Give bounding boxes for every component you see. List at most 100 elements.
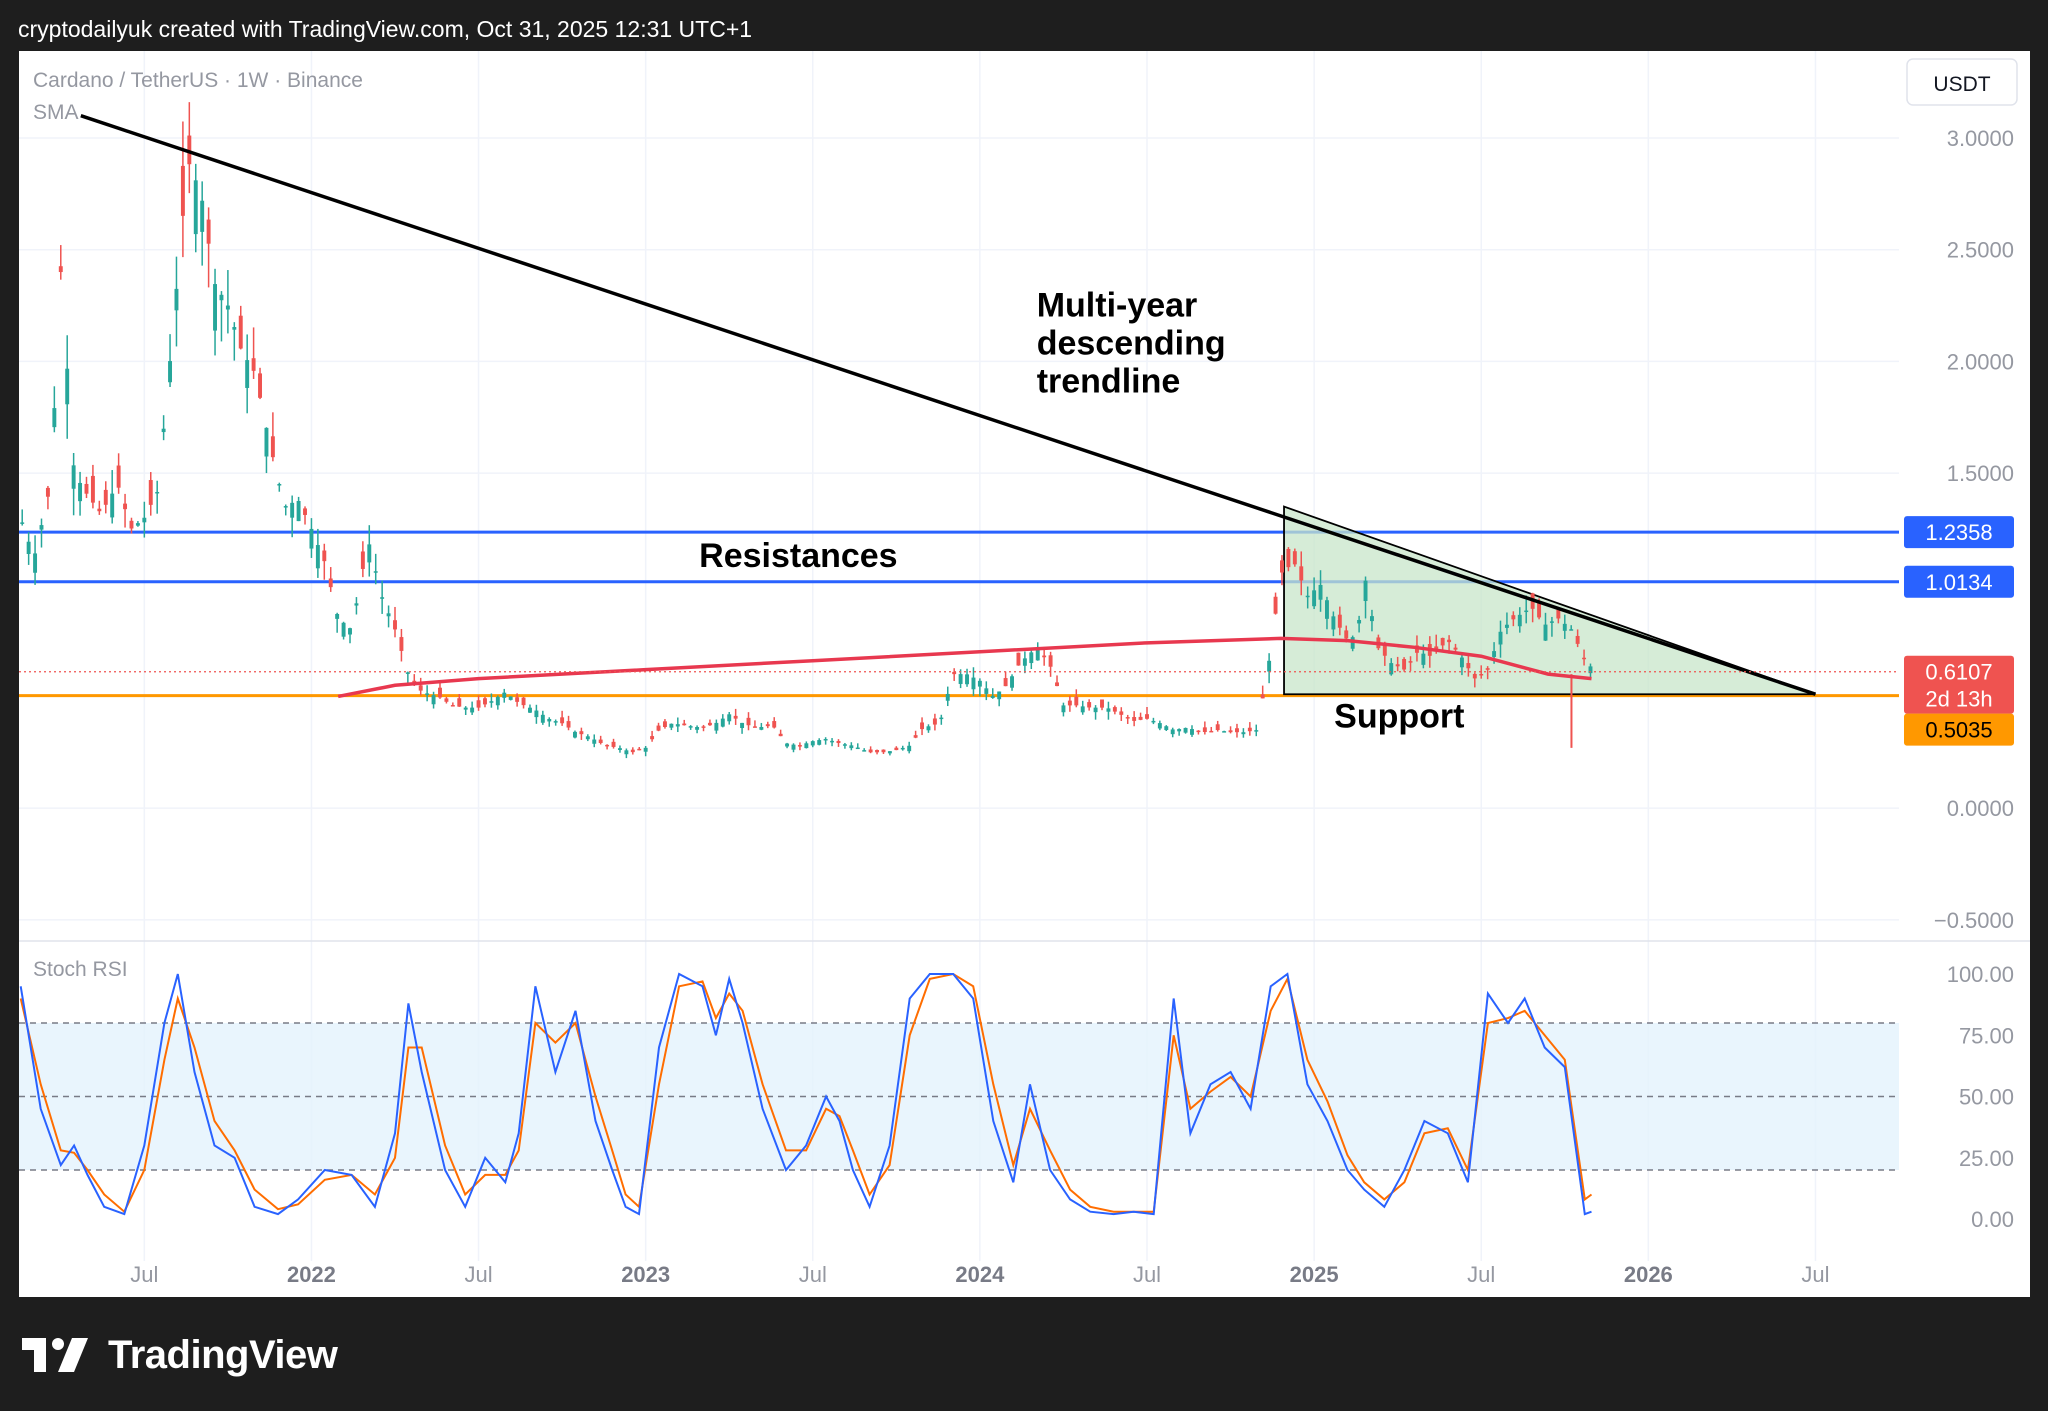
- candle-body: [1061, 705, 1066, 713]
- candle-body: [611, 741, 616, 747]
- candle-body: [1241, 732, 1246, 735]
- price-tick-label: 2.0000: [1947, 349, 2014, 374]
- candle-body: [952, 671, 957, 675]
- candle-body: [1569, 629, 1574, 631]
- candle-body: [650, 736, 655, 740]
- candle-body: [1299, 566, 1304, 581]
- price-axis[interactable]: 3.0000 2.5000 2.0000 1.5000 0.0000 −0.5000: [1934, 126, 2014, 933]
- candle-body: [1498, 631, 1503, 645]
- candle-body: [264, 427, 269, 457]
- trendline-annotation-line-2: descending: [1037, 325, 1226, 363]
- candle-body: [1067, 700, 1072, 706]
- current-price-label: 0.6107: [1925, 660, 1992, 685]
- candle-body: [945, 693, 950, 701]
- candle-body: [1344, 630, 1349, 639]
- candle-body: [116, 465, 121, 488]
- candle-body: [566, 721, 571, 728]
- candle-body: [155, 491, 160, 494]
- candle-body: [1408, 661, 1413, 663]
- candle-body: [1235, 728, 1239, 733]
- resistance-level-1-label-bg: [1904, 516, 2014, 549]
- stoch-rsi-k-line: [19, 972, 1592, 1216]
- candle-body: [1010, 676, 1014, 688]
- chart-panel[interactable]: Multi-year descending trendline Resistan…: [19, 51, 2030, 1297]
- candle-body: [1196, 730, 1201, 733]
- candle-body: [1080, 706, 1085, 713]
- candle-body: [675, 724, 680, 727]
- candle-body: [1517, 614, 1522, 627]
- tradingview-wordmark: TradingView: [108, 1332, 338, 1377]
- candle-body: [990, 695, 995, 698]
- candle-body: [515, 697, 520, 702]
- candle-body: [495, 696, 500, 706]
- price-chart[interactable]: Multi-year descending trendline Resistan…: [19, 51, 2030, 1297]
- currency-button[interactable]: USDT: [1906, 58, 2018, 106]
- candle-body: [1125, 717, 1130, 719]
- candle-body: [868, 749, 873, 753]
- candle-body: [328, 578, 333, 588]
- candle-body: [200, 200, 205, 232]
- candle-body: [1055, 682, 1059, 687]
- candle-body: [1254, 730, 1259, 732]
- candle-body: [225, 305, 230, 310]
- candle-body: [431, 695, 436, 705]
- candle-body: [1016, 652, 1021, 666]
- candle-body: [669, 723, 674, 728]
- candle-body: [219, 294, 224, 301]
- symbol-title: Cardano / TetherUS · 1W · Binance: [33, 69, 363, 92]
- candle-body: [142, 517, 147, 523]
- candle-body: [1138, 716, 1143, 720]
- candle-body: [373, 571, 378, 573]
- candle-body: [1479, 673, 1484, 676]
- candle-body: [740, 722, 745, 729]
- trendline-annotation-line-3: trendline: [1037, 363, 1181, 401]
- candle-body: [1177, 729, 1182, 732]
- candle-body: [1222, 731, 1227, 733]
- candle-body: [1267, 660, 1272, 672]
- candle-body: [1247, 727, 1252, 732]
- candle-body: [573, 731, 577, 738]
- candle-body: [258, 373, 262, 398]
- time-tick-label: Jul: [799, 1262, 827, 1287]
- tradingview-logo[interactable]: TradingView: [22, 1330, 338, 1380]
- candle-body: [804, 743, 809, 749]
- candle-body: [1466, 663, 1471, 669]
- candle-body: [733, 715, 738, 719]
- candle-body: [1106, 708, 1111, 712]
- candle-body: [862, 750, 867, 752]
- candle-body: [1318, 584, 1323, 600]
- candle-body: [528, 707, 532, 713]
- candle-body: [97, 508, 102, 512]
- time-tick-label: Jul: [464, 1262, 492, 1287]
- candle-body: [290, 502, 295, 518]
- candle-body: [1402, 659, 1407, 670]
- candle-body: [457, 698, 462, 707]
- stoch-rsi-label: Stoch RSI: [33, 958, 128, 981]
- candle-body: [206, 219, 211, 244]
- candle-body: [393, 620, 397, 630]
- resistance-level-1-label: 1.2358: [1925, 520, 1992, 545]
- candle-body: [1202, 727, 1207, 733]
- candle-body: [251, 358, 256, 371]
- time-tick-label: 2025: [1290, 1262, 1339, 1287]
- time-tick-label: Jul: [1133, 1262, 1161, 1287]
- candle-body: [836, 741, 841, 744]
- indicator-label: SMA: [33, 101, 79, 124]
- candle-body: [380, 597, 385, 599]
- candle-body: [592, 739, 597, 744]
- candle-body: [720, 718, 725, 727]
- candle-body: [547, 718, 552, 722]
- candle-body: [810, 741, 815, 746]
- candle-body: [1273, 596, 1278, 614]
- candle-body: [341, 622, 346, 637]
- stoch-rsi-pane[interactable]: Stoch RSI 100.00 75.00 50.00 25.00 0.00: [19, 958, 2014, 1232]
- candle-body: [444, 698, 449, 702]
- candle-body: [232, 327, 237, 330]
- candle-body: [470, 707, 475, 713]
- time-axis[interactable]: Jul 2022 Jul 2023 Jul 2024 Jul 2025 Jul 2026 Jul: [130, 1262, 1829, 1287]
- candle-body: [1112, 707, 1117, 712]
- descending-trendline[interactable]: [80, 114, 1816, 696]
- candle-body: [1132, 717, 1137, 721]
- candle-body: [1549, 621, 1554, 623]
